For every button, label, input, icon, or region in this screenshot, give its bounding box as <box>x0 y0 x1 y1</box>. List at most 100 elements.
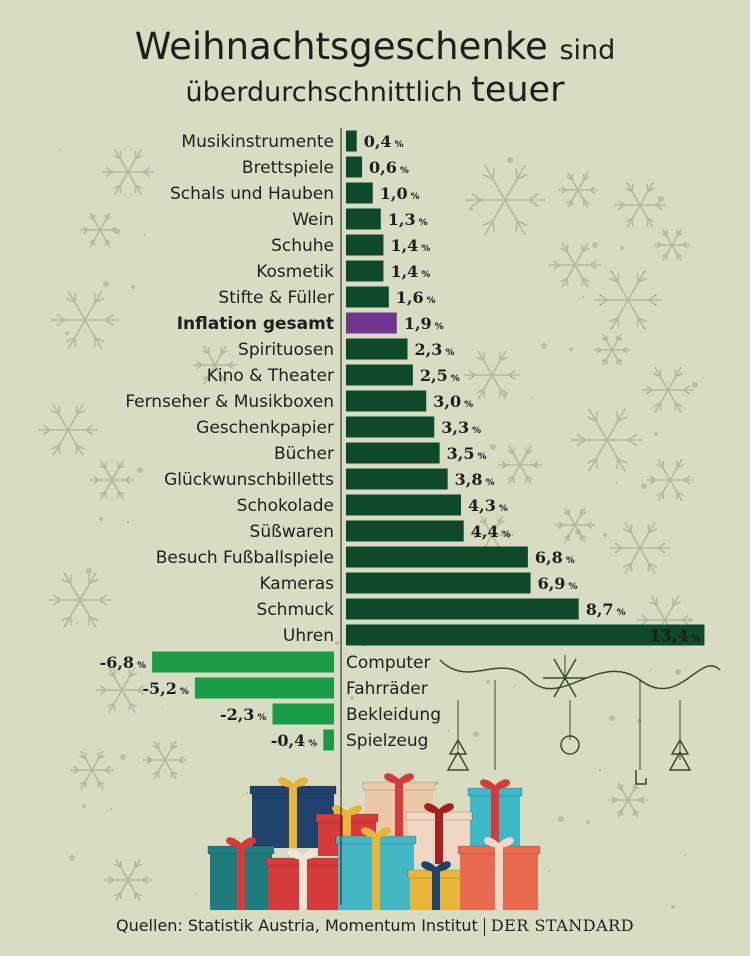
value-unit: % <box>137 661 146 671</box>
category-label: Glückwunschbilletts <box>164 470 334 490</box>
snow-dot <box>144 234 146 236</box>
snow-dot <box>86 568 92 574</box>
gift-boxes-illustration <box>207 773 541 910</box>
snowflake-icon <box>465 164 545 236</box>
value-label: 2,5% <box>420 366 460 385</box>
value-number: 0,4 <box>364 132 392 151</box>
category-label: Computer <box>346 653 431 673</box>
snow-dot <box>103 281 109 287</box>
value-number: 2,3 <box>415 340 443 359</box>
snowflake-icon <box>96 667 148 713</box>
snowflake-icon <box>642 367 694 413</box>
bar-row: Geschenkpapier 3,3% <box>196 416 481 438</box>
snow-dot <box>592 242 598 248</box>
category-label: Wein <box>292 210 334 230</box>
bar-row: Schokolade 4,3% <box>237 494 508 516</box>
value-number: 6,9 <box>538 574 566 593</box>
snow-dot <box>120 754 126 760</box>
snow-dot <box>537 579 541 583</box>
snow-dot <box>641 483 647 489</box>
bar <box>346 364 413 386</box>
bar-row: Uhren 13,4% <box>283 624 705 646</box>
snowflake-icon <box>608 782 648 818</box>
value-label: 3,5% <box>447 444 487 463</box>
tree-ornament-icon <box>446 738 470 771</box>
snow-dot <box>137 467 143 473</box>
bar <box>346 338 408 360</box>
snow-dot <box>99 517 103 521</box>
bar <box>346 416 435 438</box>
snow-dot <box>69 855 75 861</box>
snow-dot <box>633 195 635 197</box>
value-unit: % <box>427 296 436 306</box>
bar-row: Bekleidung -2,3% <box>220 703 441 725</box>
value-label: 4,3% <box>468 496 508 515</box>
snowflake-decorations <box>38 149 698 909</box>
value-unit: % <box>400 166 409 176</box>
snowflake-ornament-icon <box>543 658 587 698</box>
snowflake-icon <box>48 571 112 629</box>
value-unit: % <box>691 634 700 644</box>
category-label: Spirituosen <box>238 340 334 360</box>
value-unit: % <box>566 556 575 566</box>
bar-row: Süßwaren 4,4% <box>250 520 511 542</box>
snow-dot <box>650 668 652 670</box>
category-label: Schmuck <box>257 600 335 620</box>
title-line1-main: Weihnachtsgeschenke <box>134 25 548 68</box>
gift-box-icon <box>207 837 275 910</box>
snow-dot <box>507 157 513 163</box>
value-number: 3,3 <box>441 418 469 437</box>
category-label: Schuhe <box>271 236 334 256</box>
value-unit: % <box>472 426 481 436</box>
snow-dot <box>246 792 248 794</box>
value-unit: % <box>419 218 428 228</box>
bar <box>346 572 531 594</box>
value-number: 4,3 <box>468 496 496 515</box>
bar <box>346 208 381 230</box>
value-number: -5,2 <box>142 679 176 698</box>
value-number: 4,4 <box>471 522 499 541</box>
hanging-ornaments-illustration <box>439 655 721 785</box>
bar-row: Kameras 6,9% <box>259 572 577 594</box>
snow-dot <box>148 758 152 762</box>
snowflake-icon <box>498 445 542 485</box>
bar <box>272 703 334 725</box>
star-ornament-icon <box>560 735 580 755</box>
value-label: 4,4% <box>471 522 511 541</box>
snow-dot <box>582 296 584 298</box>
title-line1-small: sind <box>559 35 616 66</box>
snow-dot <box>161 707 163 709</box>
value-label: 1,3% <box>388 210 428 229</box>
snowflake-icon <box>654 229 690 261</box>
value-number: 13,4 <box>649 626 688 645</box>
category-label: Brettspiele <box>242 158 334 178</box>
value-label: 8,7% <box>586 600 626 619</box>
bar <box>346 260 384 282</box>
snow-dot <box>497 211 499 213</box>
snow-dot <box>448 730 450 732</box>
value-unit: % <box>257 713 266 723</box>
snow-dot <box>469 207 473 211</box>
snow-dot <box>110 808 112 810</box>
garland-line <box>439 659 721 690</box>
value-unit: % <box>499 504 508 514</box>
bar-row: Spielzeug -0,4% <box>271 729 428 751</box>
bar <box>152 651 334 673</box>
snow-dot <box>667 381 669 383</box>
gift-box-icon <box>265 849 341 910</box>
value-number: 1,6 <box>396 288 424 307</box>
bar <box>346 234 384 256</box>
category-label: Uhren <box>283 626 334 646</box>
gift-box-icon <box>405 803 473 864</box>
snowflake-icon <box>464 350 520 400</box>
value-label: 1,0% <box>380 184 420 203</box>
value-unit: % <box>617 608 626 618</box>
snowflake-icon <box>558 172 598 208</box>
snow-dot <box>558 816 564 822</box>
value-unit: % <box>485 478 494 488</box>
snowflake-icon <box>594 270 662 330</box>
snow-dot <box>435 781 439 785</box>
bar-row: Fernseher & Musikboxen 3,0% <box>125 390 473 412</box>
title-line2-small: überdurchschnittlich <box>185 77 463 108</box>
value-number: 6,8 <box>535 548 563 567</box>
